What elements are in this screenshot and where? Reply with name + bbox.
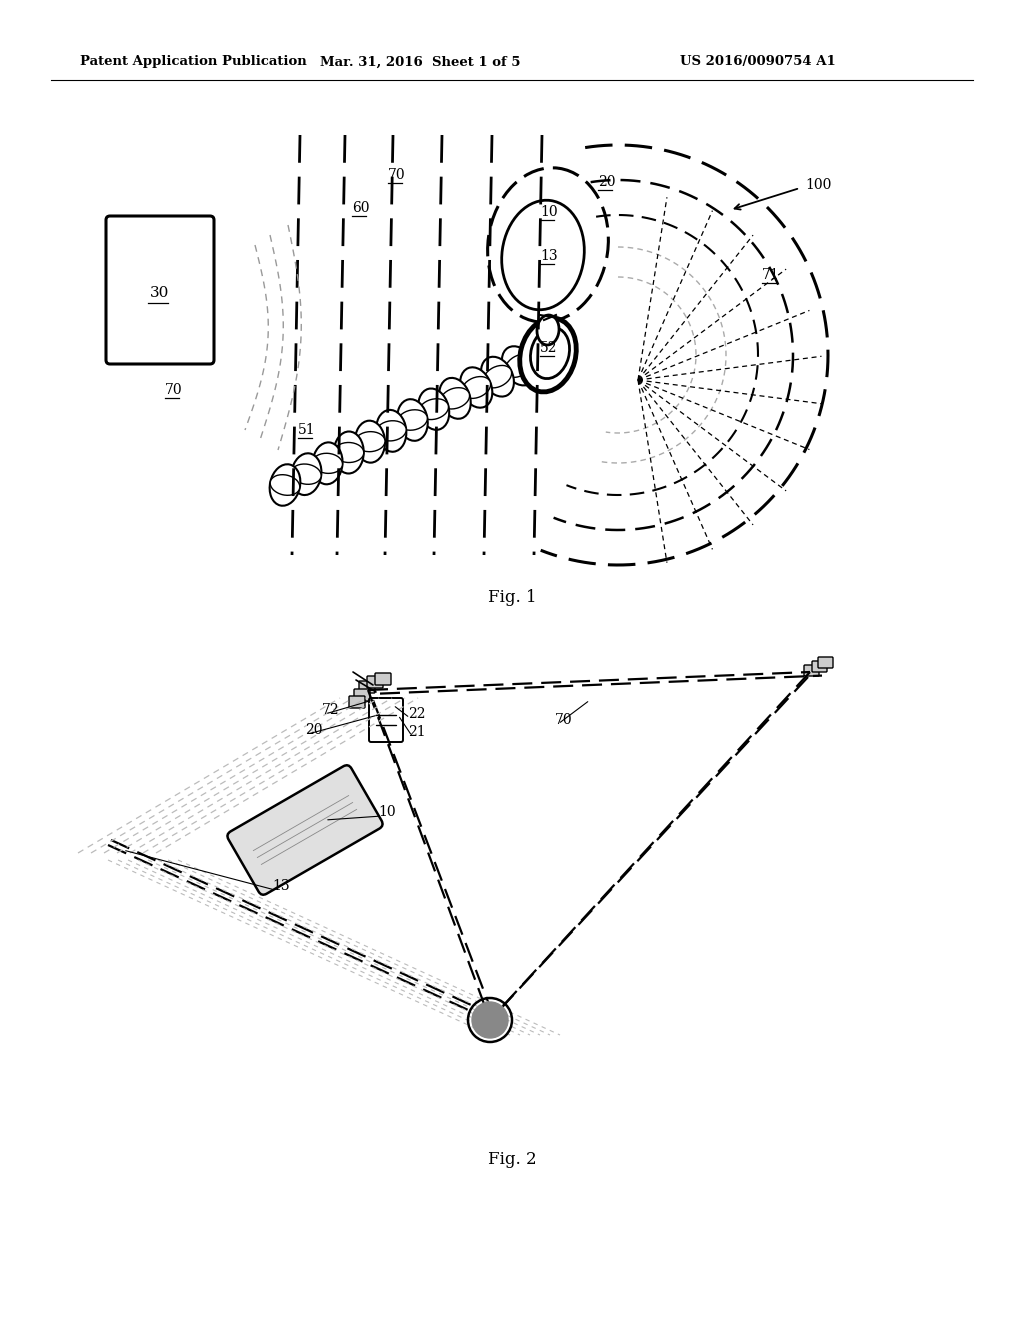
Ellipse shape — [269, 465, 300, 506]
Ellipse shape — [520, 318, 577, 392]
Text: 21: 21 — [408, 725, 426, 739]
Ellipse shape — [418, 388, 450, 430]
Ellipse shape — [270, 475, 300, 495]
Text: 30: 30 — [151, 286, 170, 300]
Ellipse shape — [312, 442, 343, 484]
Text: 22: 22 — [408, 708, 426, 721]
FancyBboxPatch shape — [369, 698, 403, 742]
FancyBboxPatch shape — [354, 689, 370, 701]
Text: 72: 72 — [322, 704, 340, 717]
FancyBboxPatch shape — [818, 657, 833, 668]
Text: Patent Application Publication: Patent Application Publication — [80, 55, 307, 69]
Ellipse shape — [502, 201, 585, 310]
Text: 70: 70 — [555, 713, 572, 727]
Text: 70: 70 — [165, 383, 182, 397]
Text: 100: 100 — [805, 178, 831, 191]
FancyBboxPatch shape — [359, 681, 375, 693]
Ellipse shape — [292, 465, 322, 484]
Ellipse shape — [440, 388, 470, 409]
Ellipse shape — [355, 432, 385, 451]
FancyBboxPatch shape — [349, 696, 365, 708]
Ellipse shape — [419, 399, 449, 420]
Text: Fig. 2: Fig. 2 — [487, 1151, 537, 1168]
Circle shape — [472, 1002, 508, 1038]
Ellipse shape — [460, 367, 493, 408]
Ellipse shape — [537, 315, 559, 345]
Ellipse shape — [376, 411, 407, 451]
Ellipse shape — [530, 327, 569, 379]
Ellipse shape — [487, 168, 608, 322]
Ellipse shape — [355, 421, 385, 462]
FancyBboxPatch shape — [227, 766, 383, 895]
Text: US 2016/0090754 A1: US 2016/0090754 A1 — [680, 55, 836, 69]
Ellipse shape — [502, 346, 536, 385]
Ellipse shape — [526, 343, 554, 367]
FancyBboxPatch shape — [812, 661, 827, 672]
Ellipse shape — [312, 453, 342, 474]
FancyBboxPatch shape — [375, 673, 391, 685]
Text: 60: 60 — [352, 201, 370, 215]
Text: 70: 70 — [388, 168, 406, 182]
Ellipse shape — [505, 354, 532, 378]
Ellipse shape — [397, 409, 427, 430]
Text: 52: 52 — [540, 341, 557, 355]
Text: 51: 51 — [298, 422, 315, 437]
Ellipse shape — [523, 335, 557, 375]
Text: 10: 10 — [378, 805, 395, 818]
Ellipse shape — [376, 421, 407, 441]
Ellipse shape — [291, 453, 322, 495]
FancyBboxPatch shape — [106, 216, 214, 364]
Ellipse shape — [334, 432, 364, 474]
Text: 20: 20 — [598, 176, 615, 189]
Text: 71: 71 — [762, 268, 779, 282]
Text: Mar. 31, 2016  Sheet 1 of 5: Mar. 31, 2016 Sheet 1 of 5 — [319, 55, 520, 69]
Ellipse shape — [483, 366, 512, 388]
Ellipse shape — [462, 376, 490, 399]
Text: 10: 10 — [540, 205, 558, 219]
Ellipse shape — [334, 442, 364, 462]
Ellipse shape — [397, 399, 428, 441]
Ellipse shape — [481, 356, 514, 396]
Text: Fig. 1: Fig. 1 — [487, 590, 537, 606]
Ellipse shape — [439, 378, 471, 418]
Text: 20: 20 — [305, 723, 323, 737]
Text: 13: 13 — [272, 879, 290, 894]
FancyBboxPatch shape — [804, 665, 819, 676]
FancyBboxPatch shape — [367, 676, 383, 688]
Text: 13: 13 — [540, 249, 558, 263]
